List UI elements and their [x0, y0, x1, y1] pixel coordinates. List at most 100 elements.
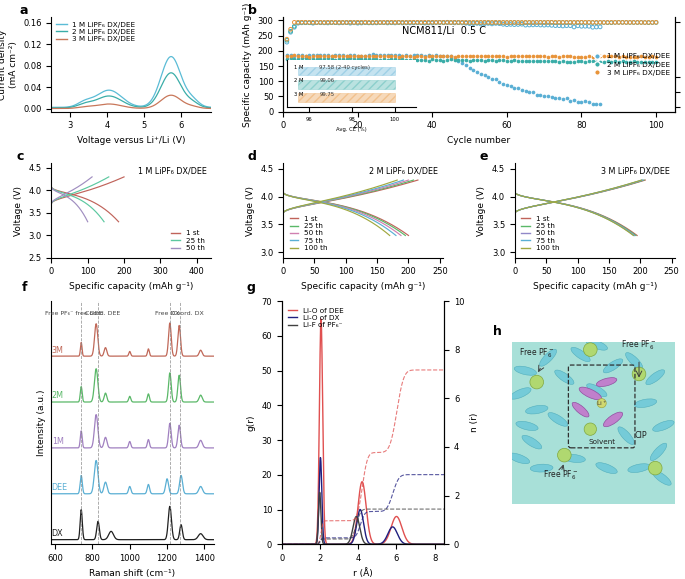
- Text: b: b: [248, 3, 257, 17]
- Point: [486, 19, 497, 28]
- Point: [419, 52, 430, 61]
- Ellipse shape: [586, 384, 607, 397]
- Point: [610, 52, 621, 61]
- Point: [442, 56, 453, 65]
- Point: [550, 18, 561, 27]
- Point: [375, 50, 386, 59]
- Point: [393, 52, 404, 61]
- Point: [524, 18, 535, 27]
- Point: [300, 53, 311, 63]
- Point: [538, 18, 549, 27]
- Point: [453, 18, 464, 27]
- Point: [468, 18, 479, 27]
- Point: [334, 19, 345, 28]
- Point: [599, 52, 610, 61]
- Point: [445, 51, 456, 60]
- Point: [565, 97, 576, 106]
- Point: [303, 18, 314, 27]
- Text: 2 M LiPF₆ DX/DEE: 2 M LiPF₆ DX/DEE: [369, 166, 438, 175]
- Point: [546, 21, 557, 30]
- Point: [345, 51, 356, 60]
- Point: [297, 18, 308, 27]
- Point: [546, 52, 557, 61]
- Point: [535, 51, 546, 60]
- Point: [382, 55, 393, 64]
- Point: [617, 18, 628, 27]
- Point: [494, 56, 505, 65]
- Point: [501, 56, 512, 65]
- Point: [356, 19, 367, 28]
- Y-axis label: Specific capacity (mAh g⁻¹): Specific capacity (mAh g⁻¹): [243, 2, 252, 127]
- Point: [449, 53, 460, 62]
- Point: [438, 52, 449, 61]
- Point: [591, 18, 602, 27]
- Point: [382, 18, 393, 27]
- Point: [572, 18, 583, 27]
- Point: [527, 87, 538, 97]
- Point: [483, 18, 494, 27]
- Circle shape: [530, 375, 544, 389]
- Point: [639, 18, 650, 27]
- Ellipse shape: [603, 359, 623, 373]
- Legend: 1 M LiPF₆ DX/DEE, 2 M LiPF₆ DX/DEE, 3 M LiPF₆ DX/DEE: 1 M LiPF₆ DX/DEE, 2 M LiPF₆ DX/DEE, 3 M …: [55, 21, 136, 43]
- Point: [308, 18, 319, 27]
- Point: [345, 53, 356, 63]
- Point: [516, 18, 527, 27]
- Point: [553, 93, 564, 102]
- Ellipse shape: [628, 464, 650, 472]
- Point: [565, 21, 576, 30]
- Li-O of DX: [320, 537, 328, 544]
- Point: [643, 18, 654, 27]
- Point: [595, 52, 606, 61]
- Point: [367, 18, 378, 27]
- Point: [550, 21, 561, 30]
- Point: [617, 52, 628, 61]
- Point: [390, 54, 401, 64]
- Point: [546, 18, 557, 27]
- Point: [326, 52, 337, 61]
- Point: [636, 18, 647, 27]
- Point: [569, 96, 580, 105]
- Point: [553, 18, 564, 27]
- Point: [416, 18, 427, 27]
- Point: [282, 54, 292, 64]
- X-axis label: Specific capacity (mAh g⁻¹): Specific capacity (mAh g⁻¹): [301, 282, 425, 291]
- Text: g: g: [246, 281, 255, 294]
- Point: [483, 18, 494, 27]
- Point: [390, 18, 401, 27]
- Point: [543, 91, 553, 101]
- Point: [587, 52, 598, 61]
- Ellipse shape: [563, 455, 586, 463]
- Point: [532, 56, 543, 65]
- Text: a: a: [19, 3, 28, 17]
- Point: [371, 18, 382, 27]
- Point: [520, 18, 531, 27]
- Point: [490, 18, 501, 27]
- Text: e: e: [479, 149, 488, 163]
- Point: [431, 18, 442, 27]
- Point: [468, 19, 479, 28]
- Point: [535, 18, 546, 27]
- Point: [401, 55, 412, 64]
- Point: [319, 54, 329, 63]
- Point: [572, 52, 583, 61]
- X-axis label: Specific capacity (mAh g⁻¹): Specific capacity (mAh g⁻¹): [533, 282, 657, 291]
- Text: 1M: 1M: [52, 437, 64, 446]
- Li-O of DX: [400, 540, 408, 547]
- Point: [610, 18, 621, 27]
- Point: [558, 94, 569, 104]
- Point: [386, 18, 397, 27]
- Y-axis label: Voltage (V): Voltage (V): [477, 185, 486, 236]
- Y-axis label: Voltage (V): Voltage (V): [246, 185, 255, 236]
- Ellipse shape: [530, 464, 553, 472]
- Point: [311, 18, 322, 27]
- Point: [453, 56, 464, 65]
- Point: [419, 19, 430, 28]
- Point: [397, 19, 408, 28]
- Point: [303, 52, 314, 61]
- Point: [311, 51, 322, 60]
- Point: [490, 52, 501, 61]
- Ellipse shape: [510, 388, 531, 399]
- Point: [337, 18, 348, 27]
- Point: [427, 51, 438, 60]
